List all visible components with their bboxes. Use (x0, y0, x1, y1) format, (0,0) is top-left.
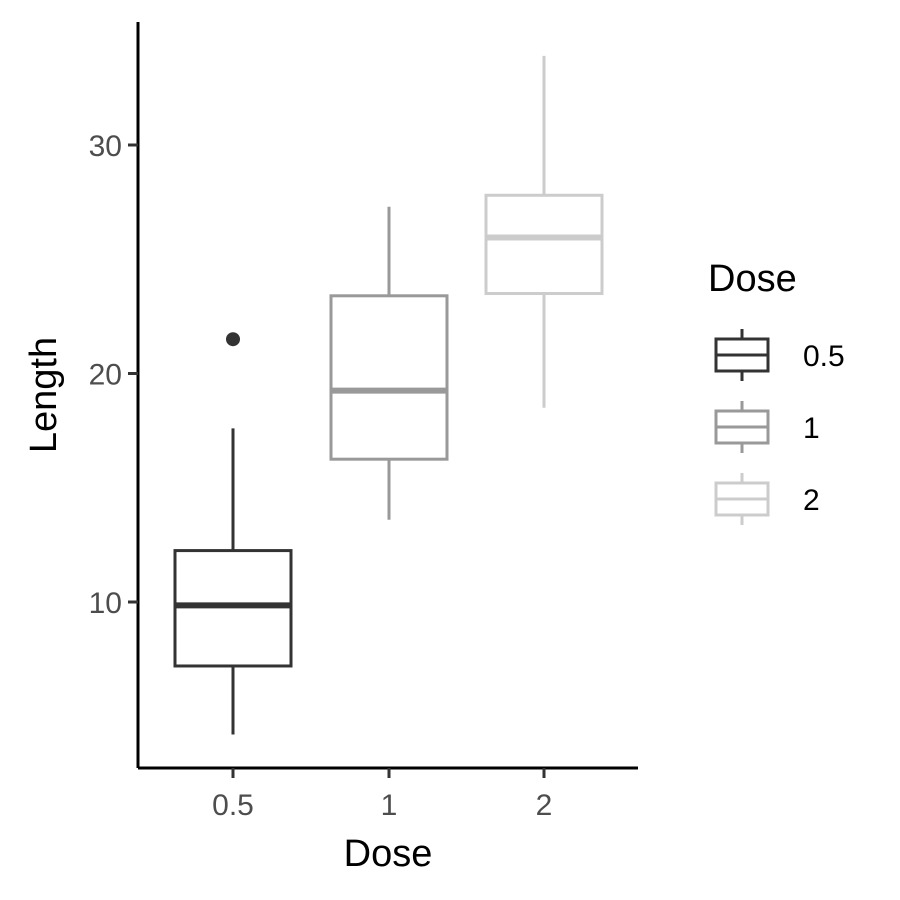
x-axis-title: Dose (344, 833, 433, 875)
box-0.5 (173, 332, 293, 735)
legend-key (714, 473, 770, 525)
y-axis-title: Length (23, 337, 65, 453)
y-axis-ticks: 10 20 30 (89, 130, 138, 620)
x-tick-label: 2 (536, 789, 553, 822)
legend: Dose 0.5 1 2 (708, 258, 845, 525)
y-tick-label: 30 (89, 130, 122, 163)
outlier-point (226, 332, 240, 347)
y-tick-label: 20 (89, 359, 122, 392)
box-2 (484, 55, 604, 408)
legend-key (714, 329, 770, 381)
box-iqr (484, 193, 604, 296)
legend-item-2: 2 (714, 473, 820, 525)
y-tick-label: 10 (89, 587, 122, 620)
x-axis-ticks: 0.5 1 2 (212, 768, 552, 822)
legend-item-1: 1 (714, 401, 820, 453)
legend-label: 2 (803, 484, 820, 517)
box-iqr (329, 294, 449, 461)
legend-label: 0.5 (803, 340, 845, 373)
box-1 (329, 206, 449, 520)
legend-title: Dose (708, 258, 797, 300)
legend-key (714, 401, 770, 453)
x-tick-label: 0.5 (212, 789, 254, 822)
x-tick-label: 1 (381, 789, 398, 822)
legend-item-0.5: 0.5 (714, 329, 845, 381)
legend-label: 1 (803, 412, 820, 445)
plot-area (173, 55, 604, 735)
